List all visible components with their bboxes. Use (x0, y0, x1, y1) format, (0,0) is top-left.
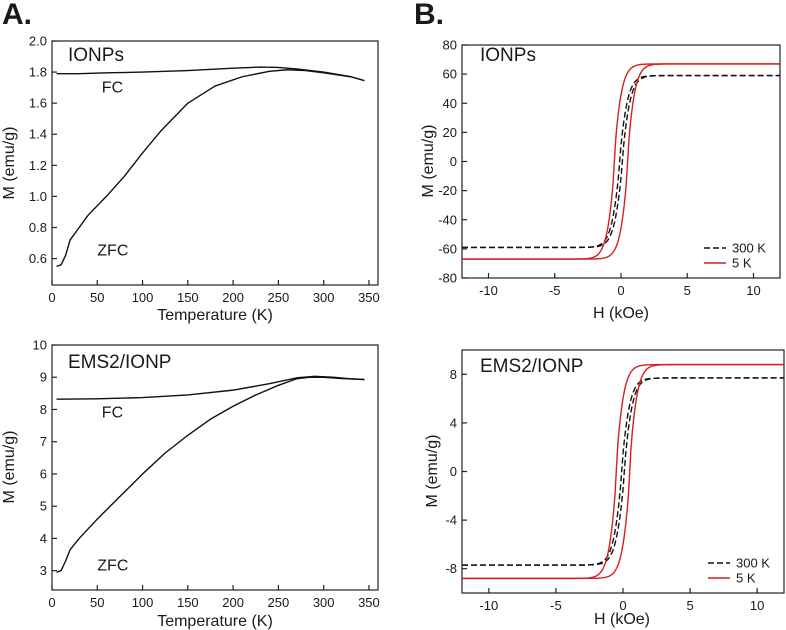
loop-descending-branch-300-k (462, 377, 784, 566)
x-tick-label: -10 (479, 598, 498, 613)
annotation-zfc: ZFC (97, 558, 128, 575)
x-tick-label: 5 (686, 598, 693, 613)
y-tick-label: 0.8 (29, 220, 47, 235)
x-tick-label: 300 (313, 595, 335, 610)
series-line-fc (56, 375, 365, 400)
x-tick-label: 200 (222, 595, 244, 610)
x-axis-label: Temperature (K) (157, 613, 273, 630)
y-tick-label: 0 (450, 154, 457, 169)
y-tick-label: 7 (40, 434, 47, 449)
y-tick-label: -60 (438, 241, 457, 256)
y-tick-label: 20 (443, 125, 457, 140)
annotation-zfc: ZFC (97, 242, 128, 259)
plot-frame (51, 344, 379, 591)
x-tick-label: -5 (549, 283, 561, 298)
y-axis-label: M (emu/g) (1, 127, 18, 200)
annotation-fc: FC (102, 405, 123, 422)
y-axis-label: M (emu/g) (420, 125, 437, 198)
y-tick-label: -80 (438, 271, 457, 286)
y-tick-label: 60 (443, 67, 457, 82)
y-tick-label: -8 (445, 561, 457, 576)
y-tick-label: 4 (450, 415, 457, 430)
y-tick-label: -40 (438, 212, 457, 227)
y-tick-label: 4 (40, 531, 47, 546)
annotation-fc: FC (102, 79, 123, 96)
chart-title: IONPs (480, 45, 536, 66)
x-tick-label: 10 (746, 283, 760, 298)
x-tick-label: 150 (177, 595, 199, 610)
y-tick-label: 8 (450, 367, 457, 382)
x-tick-label: -5 (550, 598, 562, 613)
y-tick-label: 40 (443, 96, 457, 111)
y-tick-label: 1.6 (29, 96, 47, 111)
x-tick-label: 100 (132, 595, 154, 610)
x-tick-label: 300 (313, 290, 335, 305)
x-tick-label: 200 (222, 290, 244, 305)
loop-ascending-branch-5-k (462, 63, 780, 260)
y-tick-label: -4 (445, 513, 457, 528)
legend-label: 5 K (736, 571, 756, 586)
y-tick-label: 6 (40, 466, 47, 481)
x-tick-label: 250 (268, 595, 290, 610)
y-tick-label: 2.0 (29, 34, 47, 49)
y-tick-label: 1.0 (29, 189, 47, 204)
legend-label: 300 K (732, 241, 766, 256)
x-tick-label: 250 (268, 290, 290, 305)
chart-ionps-zfc-fc: IONPs Temperature (K) M (emu/g) 0 50 100 15… (1, 34, 380, 325)
chart-ems2-hysteresis: EMS2/IONP H (kOe) M (emu/g) -10 -5 0 5 10 -8 -… (424, 349, 785, 628)
chart-title: EMS2/IONP (68, 352, 171, 373)
x-tick-label: 50 (90, 290, 104, 305)
y-axis-label: M (emu/g) (424, 435, 441, 508)
x-axis-label: H (kOe) (593, 305, 649, 322)
y-tick-label: 3 (40, 563, 47, 578)
loop-descending-branch-300-k (462, 74, 780, 249)
chart-ems2-zfc-fc: EMS2/IONP Temperature (K) M (emu/g) 0 50 1… (1, 338, 380, 630)
y-tick-label: 0 (450, 464, 457, 479)
chart-title: IONPs (68, 45, 124, 66)
x-tick-label: 350 (358, 595, 380, 610)
x-tick-label: 150 (177, 290, 199, 305)
legend-label: 5 K (732, 256, 752, 271)
series-line-zfc (56, 69, 365, 268)
plot-frame (51, 40, 379, 286)
legend-label: 300 K (736, 556, 770, 571)
y-tick-label: 1.8 (29, 65, 47, 80)
y-tick-label: 1.4 (29, 127, 47, 142)
y-axis-label: M (emu/g) (1, 431, 18, 504)
y-tick-label: 1.2 (29, 158, 47, 173)
x-tick-label: 0 (48, 595, 55, 610)
x-tick-label: 5 (684, 283, 691, 298)
x-tick-label: 100 (132, 290, 154, 305)
x-tick-label: 10 (750, 598, 764, 613)
series-line-zfc (56, 376, 365, 573)
y-tick-label: 5 (40, 499, 47, 514)
loop-ascending-branch-300-k (462, 74, 780, 249)
panel-label-b: B. (414, 0, 444, 31)
y-tick-label: 9 (40, 370, 47, 385)
x-axis-label: Temperature (K) (157, 307, 273, 324)
y-tick-label: 0.6 (29, 251, 47, 266)
loop-ascending-branch-5-k (462, 363, 784, 580)
chart-ionps-hysteresis: IONPs H (kOe) M (emu/g) -10 -5 0 5 10 -80 -60 -… (420, 38, 781, 322)
x-tick-label: 0 (48, 290, 55, 305)
y-tick-label: 8 (40, 402, 47, 417)
x-tick-label: 0 (619, 598, 626, 613)
x-axis-label: H (kOe) (594, 611, 650, 628)
panel-label-a: A. (2, 0, 32, 31)
y-tick-label: 10 (33, 338, 47, 353)
loop-ascending-branch-300-k (462, 377, 784, 566)
x-tick-label: 350 (358, 290, 380, 305)
x-tick-label: 0 (617, 283, 624, 298)
x-tick-label: -10 (479, 283, 498, 298)
y-tick-label: 80 (443, 38, 457, 53)
chart-title: EMS2/IONP (480, 356, 583, 377)
y-tick-label: -20 (438, 183, 457, 198)
x-tick-label: 50 (90, 595, 104, 610)
